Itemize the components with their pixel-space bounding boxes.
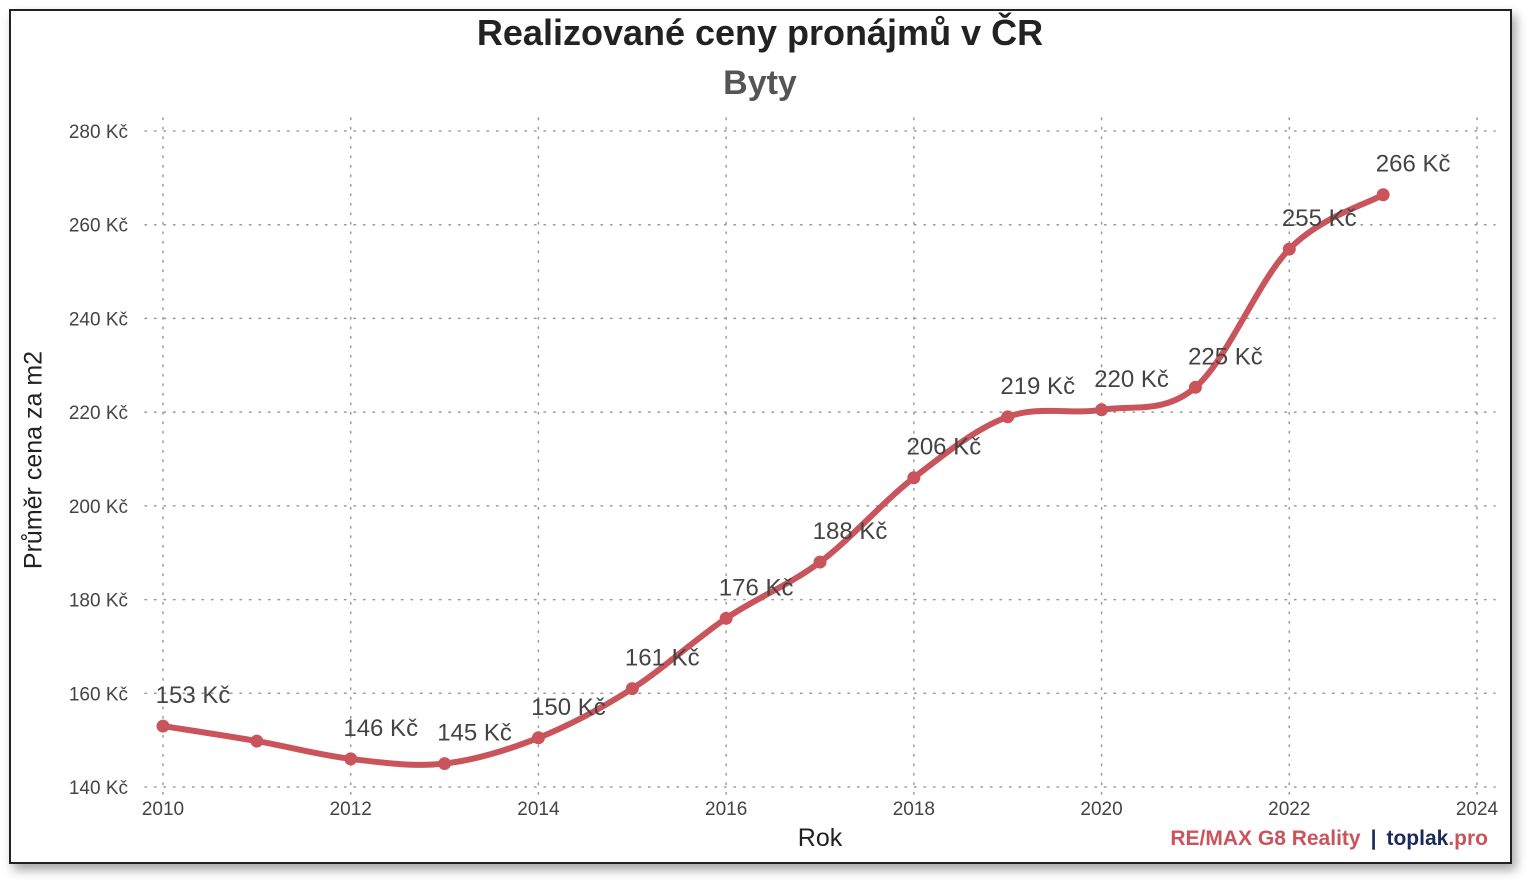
data-point — [250, 734, 264, 748]
y-tick-label: 280 Kč — [69, 122, 128, 143]
data-point — [344, 752, 358, 766]
data-point — [625, 682, 639, 696]
data-label: 266 Kč — [1376, 151, 1451, 178]
data-point — [156, 719, 170, 733]
data-label: 150 Kč — [531, 694, 606, 721]
data-label: 161 Kč — [625, 645, 700, 672]
data-label: 176 Kč — [719, 574, 794, 601]
data-point — [438, 757, 452, 771]
x-tick-label: 2022 — [1268, 799, 1310, 820]
y-tick-label: 240 Kč — [69, 309, 128, 330]
data-label: 146 Kč — [343, 715, 418, 742]
y-axis-label: Průměr cena za m2 — [19, 350, 48, 570]
x-tick-label: 2014 — [517, 799, 560, 820]
x-tick-label: 2012 — [330, 799, 372, 820]
credit-toplak-suffix: .pro — [1448, 827, 1488, 850]
chart-frame — [9, 9, 1512, 864]
chart-subtitle: Byty — [723, 64, 797, 102]
credit-toplak: toplak — [1386, 827, 1449, 850]
series-line-group — [160, 191, 1387, 768]
data-point — [1188, 380, 1202, 394]
credit-separator: | — [1370, 827, 1377, 850]
data-label: 219 Kč — [1000, 373, 1075, 400]
y-tick-label: 220 Kč — [69, 403, 128, 424]
data-point — [1282, 242, 1296, 256]
y-tick-label: 260 Kč — [69, 216, 128, 237]
x-axis-ticks: 2010 2012 2014 2016 2018 2020 2022 2024 — [142, 799, 1499, 820]
data-label: 255 Kč — [1282, 205, 1357, 232]
credits: RE/MAX G8 Reality | toplak.pro — [1170, 827, 1488, 851]
x-tick-label: 2020 — [1080, 799, 1122, 820]
chart-title: Realizované ceny pronájmů v ČR — [476, 12, 1044, 53]
grid-lines — [144, 117, 1496, 796]
data-point — [1376, 188, 1390, 202]
data-labels: 153 Kč 146 Kč 145 Kč 150 Kč 161 Kč 176 Kč 188 … — [156, 151, 1451, 747]
series-line — [160, 191, 1387, 768]
data-label: 153 Kč — [156, 682, 231, 709]
x-tick-label: 2024 — [1456, 799, 1499, 820]
y-axis-ticks: 140 Kč 160 Kč 180 Kč 200 Kč 220 Kč 240 Kč 260 … — [69, 122, 128, 799]
data-point — [907, 471, 921, 485]
y-tick-label: 180 Kč — [69, 591, 128, 612]
x-tick-label: 2010 — [142, 799, 184, 820]
y-tick-label: 160 Kč — [69, 684, 128, 705]
data-point — [531, 731, 545, 745]
y-tick-label: 200 Kč — [69, 497, 128, 518]
data-point — [1095, 403, 1109, 417]
data-label: 225 Kč — [1188, 343, 1263, 370]
x-tick-label: 2018 — [893, 799, 935, 820]
data-point — [813, 555, 827, 569]
data-point — [1001, 410, 1015, 424]
data-label: 188 Kč — [813, 518, 888, 545]
data-label: 145 Kč — [437, 720, 512, 747]
data-points — [156, 188, 1390, 771]
data-label: 206 Kč — [906, 434, 981, 461]
y-tick-label: 140 Kč — [69, 778, 128, 799]
x-axis-label: Rok — [797, 824, 843, 852]
data-point — [719, 611, 733, 625]
credit-remax: RE/MAX G8 Reality — [1170, 827, 1361, 850]
data-label: 220 Kč — [1094, 366, 1169, 393]
x-tick-label: 2016 — [705, 799, 747, 820]
